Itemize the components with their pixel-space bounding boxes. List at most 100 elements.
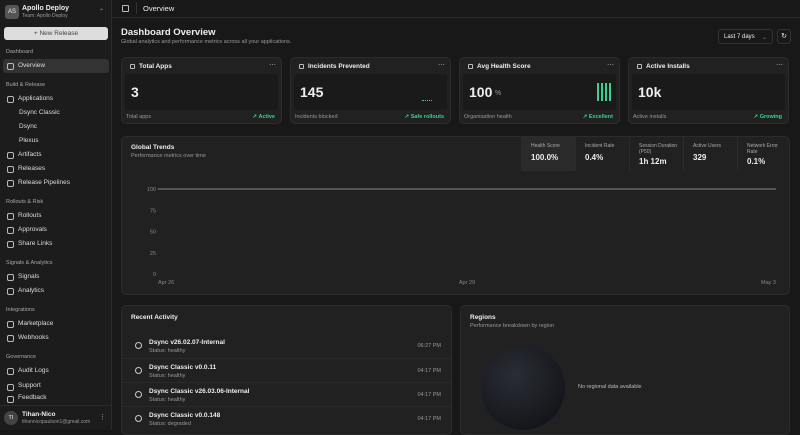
stat-status: Excellent [588,114,613,120]
stat-title: Avg Health Score [477,63,531,70]
nav-section: Integrations [6,307,35,313]
stat-icon [130,64,135,69]
stat-menu[interactable]: ⋯ [269,62,276,69]
stat-card: Incidents Prevented ⋯ 145 Incidents blocked… [290,57,451,124]
regions-empty: No regional data available [578,384,642,390]
stat-menu[interactable]: ⋯ [438,62,445,69]
workspace-name[interactable]: Apollo Deploy [22,5,70,12]
activity-item[interactable]: Dsync v26.02.07-Internal Status: healthy 0… [122,334,451,358]
activity-name: Dsync v26.02.07-Internal [149,339,225,346]
regions-title: Regions [470,314,496,321]
new-release-label: New Release [39,30,79,37]
page-title: Dashboard Overview [121,27,216,38]
stat-value: 100 [469,84,493,100]
metric-value: 1h 12m [639,157,667,166]
nav-item[interactable]: Releases [3,162,109,176]
stat-title: Total Apps [139,63,172,70]
metric-label: Session Duration (P50) [639,143,678,155]
metric: Session Duration (P50) 1h 12m [629,137,683,171]
nav-item[interactable]: Rollouts [3,209,109,223]
nav-item[interactable]: Share Links [3,237,109,251]
nav-item[interactable]: Release Pipelines [3,176,109,190]
activity-name: Dsync Classic v0.0.148 [149,412,221,419]
nav-section: Build & Release [6,82,46,88]
x-tick-label: May 3 [761,280,776,286]
nav-item[interactable]: Overview [3,59,109,73]
sidebar-toggle[interactable] [122,5,129,12]
workspace-switch[interactable]: ⌃ [99,9,105,15]
range-label: Last 7 days [724,34,755,40]
activity-item[interactable]: Dsync Classic v0.0.11 Status: healthy 04:1… [122,358,451,382]
nav-item[interactable]: Audit Logs [3,364,109,378]
x-tick-label: Apr 26 [158,280,174,286]
new-release-button[interactable]: + New Release [4,27,108,40]
stat-icon [299,64,304,69]
footer-link[interactable]: Support [3,380,109,392]
stat-value-box: 100% [463,74,616,110]
y-tick-label: 75 [150,208,156,214]
activity-title: Recent Activity [131,314,178,321]
range-select[interactable]: Last 7 days ⌄ [718,29,773,44]
stat-label: Active installs [633,114,667,120]
nav: Dashboard Overview Build & Release Applicat… [0,40,112,378]
stat-card: Active Installs ⋯ 10k Active installs ↗ Grow… [628,57,789,124]
stat-status-wrap: ↗ Excellent [582,114,613,120]
nav-item[interactable]: Marketplace [3,317,109,331]
activity-name: Dsync Classic v26.03.06-Internal [149,388,250,395]
activity-time: 04:17 PM [417,392,441,398]
nav-item[interactable]: Applications [3,92,109,106]
metric-value: 329 [693,153,707,162]
footer-links: Support Feedback [0,380,112,404]
activity-icon [135,415,142,422]
stat-menu[interactable]: ⋯ [607,62,614,69]
nav-item[interactable]: Webhooks [3,331,109,345]
metric-value: 0.1% [747,157,766,166]
health-bar [597,83,599,101]
stat-status-wrap: ↗ Growing [753,114,782,120]
stat-status-wrap: ↗ Safe rollouts [404,114,444,120]
health-bar [601,83,603,101]
stat-label: Organisation health [464,114,512,120]
nav-item[interactable]: Plexus [19,137,39,144]
nav-item[interactable]: Signals [3,270,109,284]
stat-value: 145 [300,84,324,100]
x-tick-label: Apr 29 [459,280,475,286]
topbar: Overview [112,0,800,18]
nav-item[interactable]: Artifacts [3,148,109,162]
user[interactable]: TI Tihan-Nico tihannicopaulson1@gmail.co… [0,405,112,430]
metric: Health Score 100.0% [521,137,575,171]
metric-value: 0.4% [585,153,604,162]
stat-card: Total Apps ⋯ 3 Total apps ↗ Active [121,57,282,124]
activity-status: Status: healthy [149,397,186,403]
stat-status: Active [258,114,275,120]
trends-subtitle: Performance metrics over time [131,153,206,159]
activity-icon [135,367,142,374]
activity-item[interactable]: Dsync Classic v0.0.148 Status: degraded 04… [122,406,451,430]
nav-item[interactable]: Dsync [19,123,38,130]
refresh-button[interactable]: ↻ [777,29,791,44]
nav-item[interactable]: Analytics [3,284,109,298]
activity-icon [135,391,142,398]
health-bar [605,83,607,101]
stat-icon [637,64,642,69]
metrics: Health Score 100.0% Incident Rate 0.4% Sessi… [521,137,790,171]
stat-menu[interactable]: ⋯ [776,62,783,69]
trends-card: Global Trends Performance metrics over t… [121,136,790,295]
regions-card: Regions Performance breakdown by region … [460,305,790,435]
page-subtitle: Global analytics and performance metrics… [121,39,292,45]
trends-chart: 0 25 50 75 100 Apr 26 Apr 29 May 3 [147,187,776,286]
nav-item[interactable]: Dsync Classic [19,109,60,116]
workspace-team: Team: Apollo Deploy [22,13,68,19]
stat-label: Incidents blocked [295,114,338,120]
activity-item[interactable]: Dsync Classic v26.03.06-Internal Status: … [122,382,451,406]
metric-label: Health Score [531,143,560,149]
stat-card: Avg Health Score ⋯ 100% Organisation health… [459,57,620,124]
stat-status: Safe rollouts [410,114,444,120]
user-menu[interactable]: ⋮ [99,414,106,421]
footer-link[interactable]: Feedback [3,392,109,404]
nav-section: Signals & Analytics [6,260,53,266]
activity-time: 04:17 PM [417,368,441,374]
user-email: tihannicopaulson1@gmail.com [22,419,91,425]
stat-value-box: 10k [632,74,785,110]
nav-item[interactable]: Approvals [3,223,109,237]
